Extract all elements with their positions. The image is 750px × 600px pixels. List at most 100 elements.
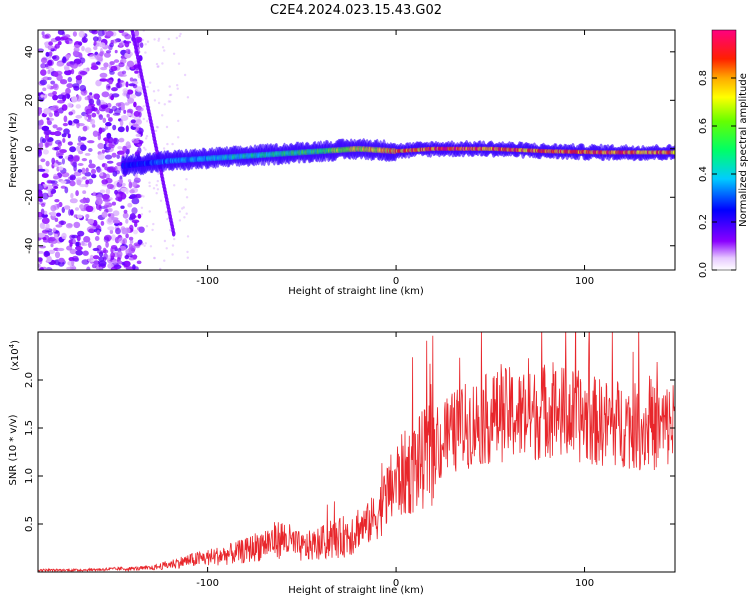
- noise-cell: [50, 211, 57, 217]
- noise-cell: [152, 90, 156, 93]
- noise-cell: [52, 227, 57, 233]
- noise-cell: [128, 196, 135, 199]
- noise-cell: [163, 239, 167, 243]
- noise-cell: [116, 150, 125, 155]
- noise-cell: [57, 141, 62, 147]
- noise-cell: [73, 85, 80, 91]
- noise-cell: [143, 244, 146, 247]
- noise-cell: [53, 110, 60, 117]
- noise-cell: [123, 227, 131, 234]
- noise-cell: [156, 126, 159, 129]
- noise-cell: [53, 71, 59, 77]
- noise-cell: [126, 92, 130, 99]
- snr-multiplier-base: (x10: [10, 348, 21, 371]
- snr-multiplier: (x104): [8, 340, 21, 371]
- noise-cell: [42, 226, 50, 231]
- noise-cell: [153, 99, 157, 102]
- noise-cell: [105, 241, 109, 248]
- noise-cell: [118, 42, 123, 47]
- noise-cell: [100, 104, 109, 109]
- noise-cell: [96, 166, 101, 173]
- noise-cell: [81, 259, 90, 265]
- noise-cell: [178, 219, 182, 222]
- noise-cell: [183, 73, 187, 77]
- noise-cell: [67, 102, 73, 108]
- noise-cell: [133, 110, 141, 117]
- noise-cell: [122, 88, 129, 94]
- noise-cell: [163, 49, 166, 52]
- noise-cell: [38, 183, 44, 191]
- noise-cell: [81, 167, 86, 175]
- noise-cell: [102, 117, 107, 124]
- noise-cell: [126, 112, 131, 117]
- noise-cell: [127, 144, 132, 149]
- noise-cell: [50, 205, 57, 212]
- y-tick-label: 40: [24, 45, 35, 58]
- noise-cell: [60, 185, 67, 189]
- noise-cell: [104, 201, 109, 206]
- noise-cell: [173, 237, 176, 241]
- noise-cell: [83, 236, 91, 243]
- noise-cell: [50, 80, 56, 85]
- colorbar-tick-label: 0.6: [698, 118, 709, 134]
- noise-cell: [110, 65, 118, 72]
- noise-cell: [131, 219, 140, 224]
- noise-cell: [132, 123, 139, 128]
- noise-cell: [39, 198, 43, 203]
- noise-cell: [169, 228, 172, 232]
- noise-cell: [100, 220, 105, 226]
- noise-cell: [75, 249, 83, 256]
- noise-cell: [141, 243, 144, 246]
- noise-cell: [85, 108, 93, 114]
- noise-cell: [41, 31, 45, 36]
- noise-cell: [71, 234, 79, 239]
- noise-cell: [43, 210, 48, 215]
- noise-cell: [63, 128, 70, 135]
- noise-cell: [115, 82, 123, 89]
- noise-cell: [133, 101, 137, 108]
- noise-cell: [97, 250, 105, 254]
- noise-cell: [90, 118, 96, 125]
- noise-cell: [57, 247, 65, 252]
- noise-cell: [95, 203, 101, 210]
- noise-cell: [69, 176, 74, 181]
- spectrogram-ticks: -100 0 100 -40 -20 0 20 40: [24, 30, 675, 287]
- noise-cell: [144, 43, 147, 46]
- noise-cell: [90, 168, 97, 175]
- noise-cell: [144, 137, 148, 140]
- noise-cell: [55, 159, 59, 164]
- noise-cell: [140, 194, 143, 197]
- noise-cell: [179, 32, 182, 36]
- spectrogram-xlabel: Height of straight line (km): [288, 286, 424, 297]
- noise-cell: [146, 120, 149, 123]
- noise-cell: [125, 249, 129, 254]
- noise-cell: [112, 39, 118, 44]
- noise-cell: [48, 112, 53, 118]
- noise-cell: [149, 81, 152, 84]
- x-tick-label: 100: [575, 276, 594, 287]
- noise-cell: [55, 212, 62, 217]
- noise-cell: [88, 98, 95, 105]
- noise-cell: [165, 247, 168, 250]
- noise-cell: [119, 119, 124, 127]
- noise-cell: [152, 187, 156, 190]
- noise-cell: [38, 168, 46, 172]
- noise-cell: [125, 81, 129, 88]
- noise-cell: [126, 60, 135, 68]
- noise-cell: [84, 152, 91, 156]
- noise-cell: [56, 203, 60, 208]
- noise-cell: [38, 125, 43, 130]
- noise-cell: [81, 243, 88, 247]
- noise-cell: [123, 238, 127, 245]
- noise-cell: [75, 207, 79, 211]
- noise-cell: [92, 93, 100, 100]
- noise-cell: [117, 80, 124, 83]
- noise-cell: [137, 107, 144, 112]
- noise-cell: [185, 212, 188, 215]
- noise-cell: [54, 251, 61, 259]
- noise-cell: [139, 42, 144, 48]
- noise-cell: [54, 217, 59, 222]
- noise-cell: [53, 175, 60, 180]
- noise-cell: [107, 226, 115, 231]
- noise-cell: [44, 133, 50, 141]
